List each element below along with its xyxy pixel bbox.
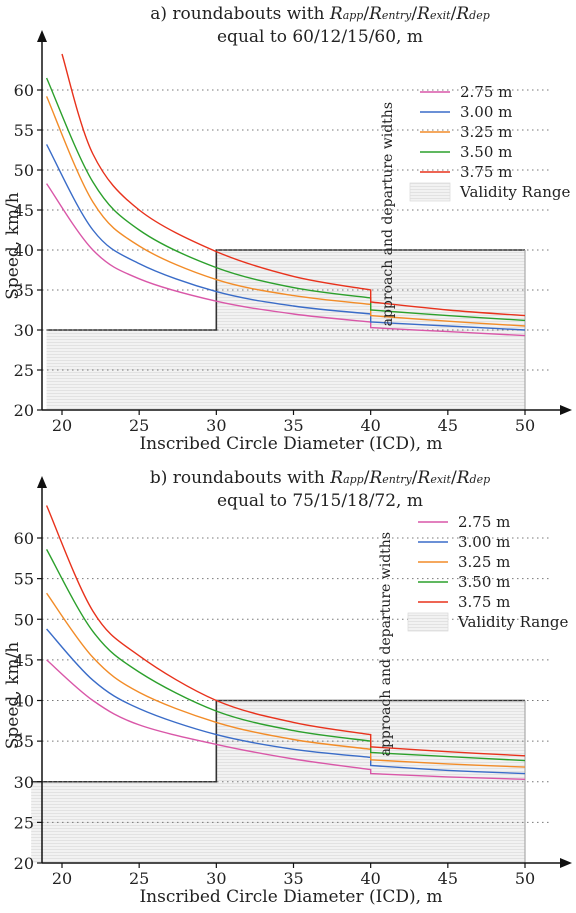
y-tick-label: 60	[14, 81, 34, 100]
y-tick-label: 20	[14, 401, 34, 420]
y-tick-label: 25	[14, 813, 34, 832]
series-line	[45, 144, 526, 331]
y-tick-label: 35	[14, 281, 34, 300]
x-tick-label: 45	[438, 869, 458, 888]
y-tick-label: 30	[14, 773, 34, 792]
series-line	[46, 628, 526, 775]
chart-plot: 20 25 30 35 40 45 50 20 25 30 35 40 45 50 55 60 Inscribe…	[3, 476, 572, 907]
y-axis-arrow	[37, 30, 47, 42]
y-tick-label: 55	[14, 570, 34, 589]
y-tick-label: 35	[14, 732, 34, 751]
legend-title: approach and departure widths	[380, 102, 396, 326]
series-line	[45, 77, 526, 322]
x-tick-label: 20	[52, 416, 72, 435]
y-tick-label: 55	[14, 121, 34, 140]
y-tick-label: 30	[14, 321, 34, 340]
y-tick-label: 40	[14, 692, 34, 711]
y-tick-label: 40	[14, 241, 34, 260]
legend-validity-swatch	[407, 612, 449, 632]
x-axis-label: Inscribed Circle Diameter (ICD), m	[139, 434, 442, 454]
series-line	[46, 659, 526, 780]
y-tick-label: 50	[14, 161, 34, 180]
legend-validity-label: Validity Range	[459, 183, 571, 201]
validity-range-boundary	[46, 249, 525, 331]
y-axis-label: Speed, km/h	[3, 192, 23, 299]
legend-label: 3.25 m	[460, 123, 512, 141]
series-line	[45, 505, 526, 757]
chart-title: a) roundabouts with Rapp/Rentry/Rexit/Rd…	[150, 4, 490, 24]
series-line	[61, 53, 526, 317]
x-tick-label: 40	[360, 416, 380, 435]
series-line	[45, 96, 526, 327]
legend-label: 3.25 m	[458, 553, 510, 571]
chart-subtitle: equal to 60/12/15/60, m	[217, 27, 423, 47]
x-tick-label: 50	[515, 869, 535, 888]
legend-label: 2.75 m	[458, 513, 510, 531]
series-line	[46, 592, 526, 768]
series-line	[45, 549, 526, 762]
legend-validity-swatch	[409, 182, 451, 202]
x-tick-label: 25	[129, 416, 149, 435]
chart-subtitle: equal to 75/15/18/72, m	[217, 491, 423, 511]
y-tick-label: 60	[14, 529, 34, 548]
legend-label: 3.75 m	[460, 163, 512, 181]
y-tick-label: 45	[14, 201, 34, 220]
x-tick-label: 25	[129, 869, 149, 888]
y-axis-arrow	[37, 476, 47, 488]
legend-label: 3.50 m	[458, 573, 510, 591]
chart-panel-a: a) roundabouts with Rapp/Rentry/Rexit/Rd…	[0, 0, 576, 456]
x-tick-label: 20	[52, 869, 72, 888]
chart-panel-b: b) roundabouts with Rapp/Rentry/Rexit/Rd…	[0, 456, 576, 913]
y-tick-label: 20	[14, 854, 34, 873]
y-tick-label: 45	[14, 651, 34, 670]
legend-label: 3.75 m	[458, 593, 510, 611]
legend-label: 3.50 m	[460, 143, 512, 161]
x-axis-arrow	[560, 405, 572, 415]
x-tick-label: 50	[515, 416, 535, 435]
legend-label: 3.00 m	[458, 533, 510, 551]
x-axis-arrow	[560, 858, 572, 868]
x-tick-label: 30	[206, 416, 226, 435]
legend-label: 3.00 m	[460, 103, 512, 121]
y-tick-label: 50	[14, 610, 34, 629]
x-tick-label: 45	[438, 416, 458, 435]
chart-plot: 20 25 30 35 40 45 50 20 25 30 35 40 45 50 55 60 Inscribe…	[3, 30, 572, 454]
legend-validity-label: Validity Range	[457, 613, 569, 631]
legend-title: approach and departure widths	[378, 532, 394, 756]
chart-title: b) roundabouts with Rapp/Rentry/Rexit/Rd…	[149, 468, 491, 488]
x-tick-label: 35	[283, 869, 303, 888]
x-axis-label: Inscribed Circle Diameter (ICD), m	[139, 887, 442, 907]
legend-label: 2.75 m	[460, 83, 512, 101]
x-tick-label: 30	[206, 869, 226, 888]
x-tick-label: 40	[360, 869, 380, 888]
series-line	[46, 183, 526, 337]
y-axis-label: Speed, km/h	[3, 642, 23, 749]
validity-range-boundary	[31, 699, 525, 783]
validity-range-area	[46, 250, 526, 410]
x-tick-label: 35	[283, 416, 303, 435]
y-tick-label: 25	[14, 361, 34, 380]
